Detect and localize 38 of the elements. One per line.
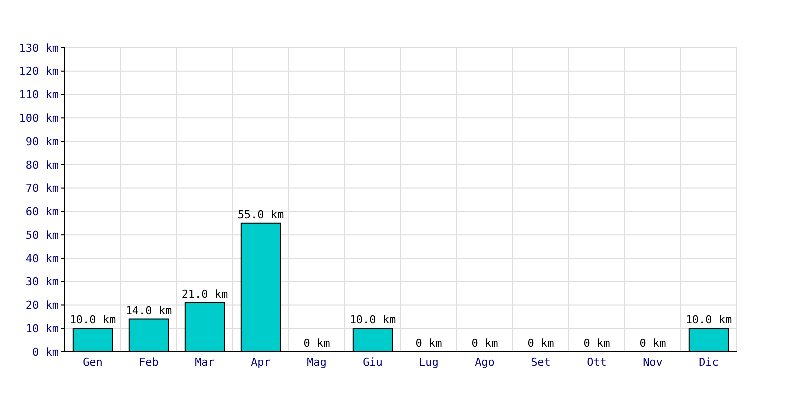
y-tick-label: 70 km: [26, 182, 60, 196]
data-label: 0 km: [472, 337, 499, 350]
y-tick-label: 130 km: [19, 42, 60, 55]
data-label: 21.0 km: [182, 288, 229, 301]
x-tick-label: Gen: [83, 356, 103, 369]
x-tick-label: Lug: [419, 356, 439, 369]
x-tick-label: Set: [531, 356, 551, 369]
x-tick-label: Mar: [195, 356, 216, 369]
data-label: 10.0 km: [350, 314, 397, 327]
x-tick-label: Ago: [475, 356, 495, 369]
data-label: 0 km: [640, 337, 667, 350]
y-tick-label: 120 km: [19, 65, 60, 78]
x-tick-label: Dic: [699, 356, 719, 369]
x-tick-label: Apr: [251, 356, 272, 369]
y-tick-label: 40 km: [26, 252, 60, 266]
y-tick-label: 20 km: [26, 299, 60, 312]
data-label: 10.0 km: [70, 314, 117, 327]
data-label: 0 km: [528, 337, 555, 350]
data-label: 0 km: [304, 337, 331, 350]
x-tick-label: Ott: [587, 356, 607, 369]
y-tick-label: 90 km: [26, 135, 60, 148]
x-tick-label: Mag: [307, 356, 327, 369]
y-tick-label: 30 km: [26, 276, 60, 289]
y-tick-label: 80 km: [26, 158, 60, 172]
y-tick-label: 50 km: [26, 228, 60, 242]
y-tick-label: 10 km: [26, 322, 60, 336]
x-tick-label: Feb: [139, 356, 159, 369]
x-tick-label: Giu: [363, 356, 383, 369]
data-label: 10.0 km: [686, 314, 733, 327]
data-label: 55.0 km: [238, 208, 285, 222]
data-label: 0 km: [416, 337, 443, 350]
data-label: 14.0 km: [126, 304, 173, 318]
y-tick-label: 110 km: [19, 88, 60, 102]
y-tick-label: 0 km: [32, 346, 60, 359]
y-tick-label: 60 km: [26, 206, 60, 219]
y-tick-label: 100 km: [19, 112, 60, 126]
x-tick-label: Nov: [643, 356, 664, 369]
data-label: 0 km: [584, 337, 611, 350]
